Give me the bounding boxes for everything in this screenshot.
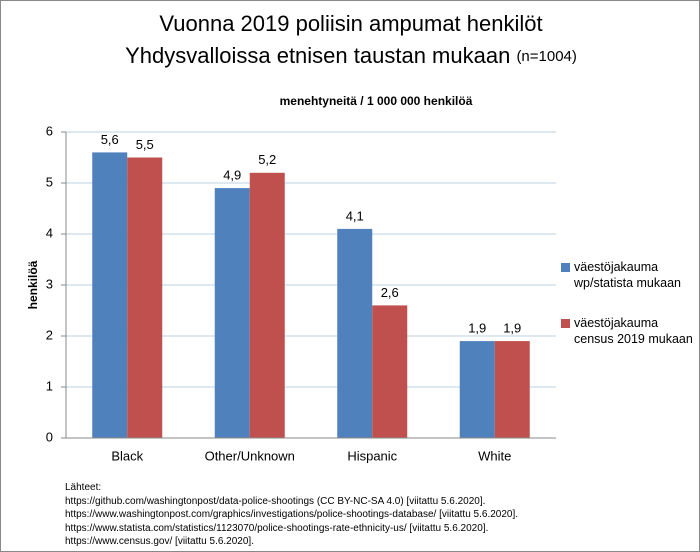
bar [127,157,163,438]
source-line: https://www.washingtonpost.com/graphics/… [65,509,519,520]
legend-item: väestöjakauma census 2019 mukaan [561,315,696,347]
value-label: 5,5 [136,137,154,152]
bar [214,188,250,438]
chart-title: Yhdysvalloissa etnisen taustan mukaan [125,43,510,68]
source-line: https://www.statista.com/statistics/1123… [65,522,489,534]
x-tick-label: White [478,448,511,463]
value-label: 2,6 [381,285,399,300]
legend-item: väestöjakauma wp/statista mukaan [561,259,696,291]
y-tick-label: 0 [46,429,53,444]
x-tick-label: Hispanic [347,448,397,463]
y-tick-label: 1 [46,378,53,393]
legend-swatch [561,263,570,272]
bar [337,228,373,438]
y-tick-label: 4 [46,225,53,240]
value-label: 5,6 [101,132,119,147]
source-line: https://github.com/washingtonpost/data-p… [65,495,486,507]
x-tick-label: Black [111,448,143,463]
bar [372,305,408,438]
value-label: 5,2 [258,152,276,167]
legend-label: väestöjakauma wp/statista mukaan [574,260,681,290]
title-note: (n=1004) [516,48,576,65]
bar [494,341,530,438]
chart-title: Vuonna 2019 poliisin ampumat henkilöt [159,11,542,36]
value-label: 4,9 [223,168,241,183]
value-label: 1,9 [468,321,486,336]
source-line: https://www.census.gov/ [viitattu 5.6.20… [65,536,254,547]
sources-title: Lähteet: [65,482,102,493]
legend-swatch [561,319,570,328]
bar [459,341,495,438]
subtitle: menehtyneitä / 1 000 000 henkilöä [280,94,473,108]
sources: Lähteet: https://github.com/washingtonpo… [65,481,518,549]
y-tick-label: 3 [46,276,53,291]
value-label: 4,1 [346,208,364,223]
x-tick-label: Other/Unknown [205,448,295,463]
bar [249,172,285,439]
y-tick-label: 2 [46,327,53,342]
y-tick-label: 6 [46,123,53,138]
y-axis-label: henkilöä [26,260,40,309]
value-label: 1,9 [503,321,521,336]
y-tick-label: 5 [46,174,53,189]
chart-title: Yhdysvalloissa etnisen taustan mukaan (n… [125,43,577,68]
bar [92,152,128,438]
legend-label: väestöjakauma census 2019 mukaan [574,316,693,346]
